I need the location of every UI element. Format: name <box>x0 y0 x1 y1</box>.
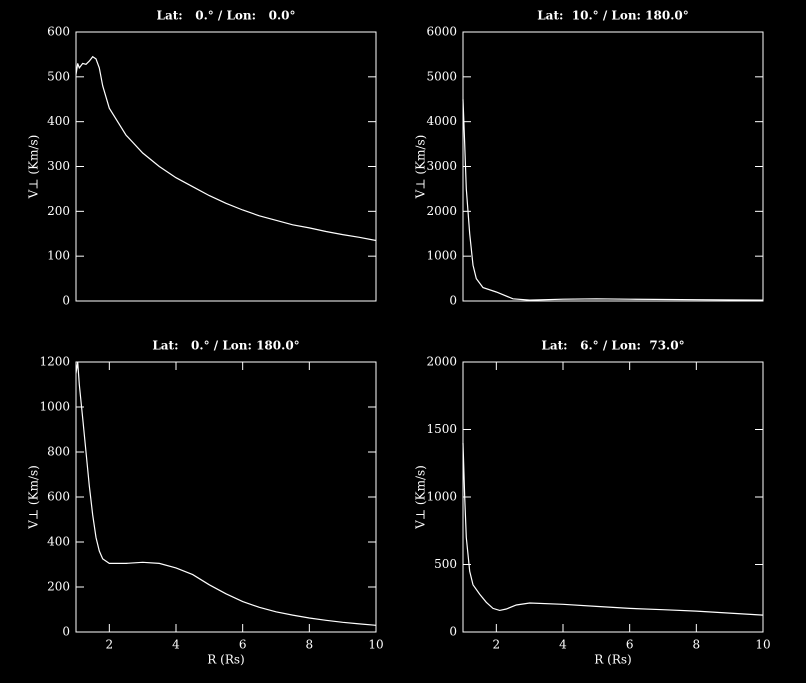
chart-title: Lat: 0.° / Lon: 180.0° <box>152 339 299 353</box>
y-tick-label: 2000 <box>426 355 457 369</box>
y-tick-label: 0 <box>449 625 457 639</box>
y-tick-label: 300 <box>47 159 70 173</box>
plot-frame <box>462 31 764 302</box>
x-tick-label: 2 <box>106 638 114 652</box>
x-axis-label: R (Rs) <box>594 653 631 667</box>
y-tick-label: 500 <box>47 69 70 83</box>
y-tick-label: 400 <box>47 114 70 128</box>
y-tick-label: 0 <box>62 294 70 308</box>
data-line <box>75 361 377 626</box>
data-line <box>462 99 764 301</box>
y-tick-label: 600 <box>47 490 70 504</box>
y-tick-label: 1500 <box>426 422 457 436</box>
y-tick-label: 1000 <box>426 490 457 504</box>
x-tick-label: 6 <box>239 638 247 652</box>
plot-frame <box>75 361 377 633</box>
data-line <box>75 55 377 242</box>
data-line <box>462 442 764 616</box>
y-axis-label: V⊥ (Km/s) <box>27 465 41 530</box>
y-tick-label: 400 <box>47 535 70 549</box>
y-tick-label: 200 <box>47 580 70 594</box>
y-tick-label: 3000 <box>426 159 457 173</box>
chart-title: Lat: 0.° / Lon: 0.0° <box>157 9 296 23</box>
x-tick-label: 2 <box>493 638 501 652</box>
chart-title: Lat: 10.° / Lon: 180.0° <box>537 9 689 23</box>
x-tick-label: 4 <box>559 638 567 652</box>
x-tick-label: 6 <box>626 638 634 652</box>
y-axis-label: V⊥ (Km/s) <box>414 135 428 200</box>
chart-title: Lat: 6.° / Lon: 73.0° <box>541 339 684 353</box>
y-tick-label: 0 <box>449 294 457 308</box>
y-tick-label: 5000 <box>426 69 457 83</box>
y-tick-label: 2000 <box>426 204 457 218</box>
x-tick-label: 10 <box>368 638 383 652</box>
x-tick-label: 8 <box>693 638 701 652</box>
y-tick-label: 0 <box>62 625 70 639</box>
y-tick-label: 1000 <box>39 400 70 414</box>
y-tick-label: 500 <box>434 557 457 571</box>
x-tick-label: 8 <box>306 638 314 652</box>
x-tick-label: 4 <box>172 638 180 652</box>
y-tick-label: 6000 <box>426 25 457 39</box>
y-tick-label: 200 <box>47 204 70 218</box>
y-tick-label: 4000 <box>426 114 457 128</box>
y-tick-label: 600 <box>47 25 70 39</box>
y-tick-label: 1000 <box>426 249 457 263</box>
y-tick-label: 800 <box>47 445 70 459</box>
y-tick-label: 100 <box>47 249 70 263</box>
y-axis-label: V⊥ (Km/s) <box>27 135 41 200</box>
y-axis-label: V⊥ (Km/s) <box>414 465 428 530</box>
y-tick-label: 1200 <box>39 355 70 369</box>
plot-frame <box>75 31 377 302</box>
x-axis-label: R (Rs) <box>207 653 244 667</box>
x-tick-label: 10 <box>755 638 770 652</box>
plot-frame <box>462 361 764 633</box>
